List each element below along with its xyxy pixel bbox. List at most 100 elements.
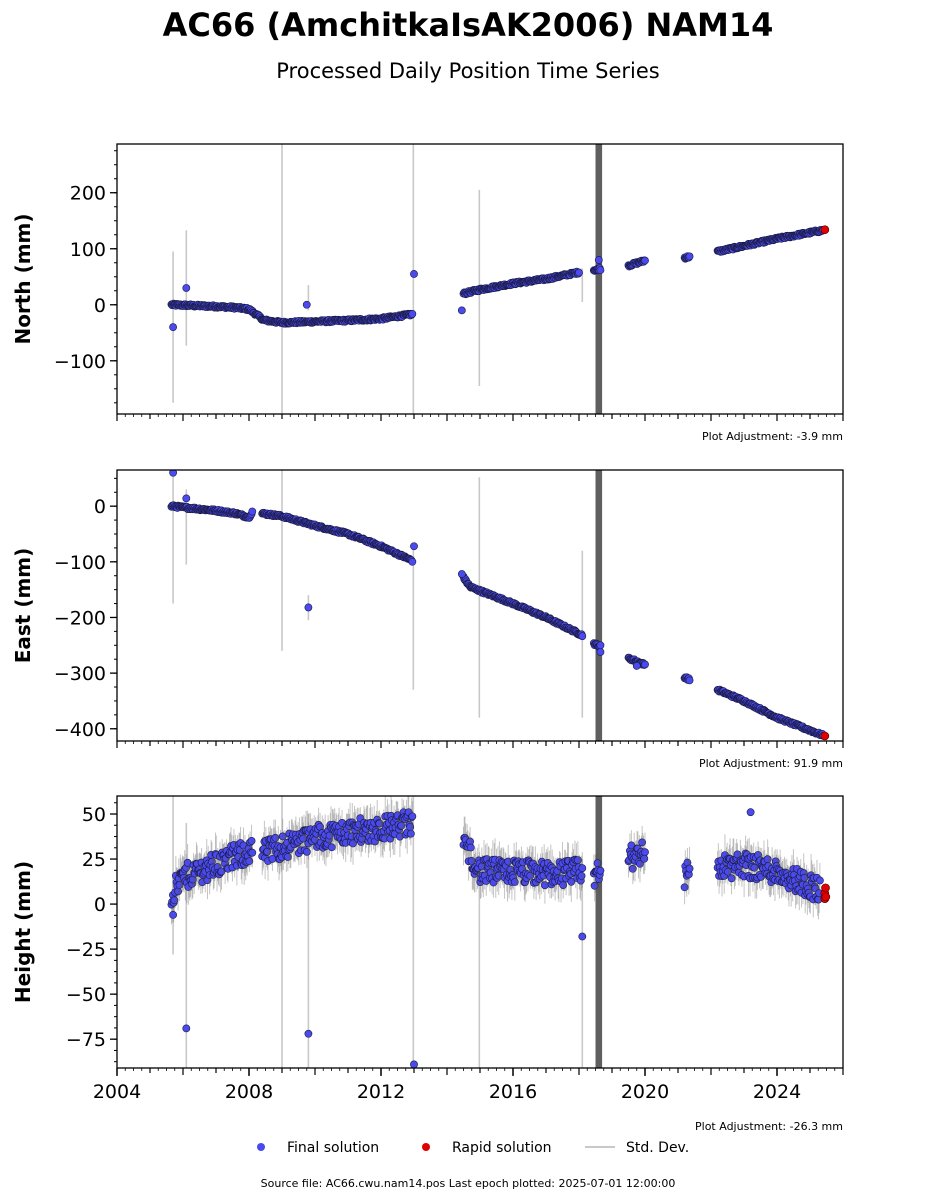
final-solution-point xyxy=(800,873,809,882)
final-solution-point xyxy=(182,284,191,292)
final-solution-point xyxy=(304,603,313,612)
final-solution-point xyxy=(457,570,466,578)
final-solution-point xyxy=(578,632,587,641)
x-tick-label: 2004 xyxy=(93,1081,141,1103)
y-tick-label: −25 xyxy=(66,939,106,961)
rapid-solution-point xyxy=(820,731,830,741)
legend-label: Std. Dev. xyxy=(626,1140,689,1156)
final-solution-point xyxy=(302,847,311,856)
final-solution-point xyxy=(182,494,191,503)
final-solution-point xyxy=(578,932,587,941)
y-tick-label: −200 xyxy=(54,607,106,629)
final-solution-point xyxy=(596,266,605,275)
y-tick-label: −75 xyxy=(66,1029,106,1051)
final-solution-point xyxy=(169,323,177,332)
final-solution-point xyxy=(596,866,605,875)
legend-label: Rapid solution xyxy=(452,1140,552,1156)
final-solution-point xyxy=(685,676,694,685)
x-tick-label: 2024 xyxy=(753,1081,801,1103)
y-axis-label: Height (mm) xyxy=(11,861,35,1003)
final-solution-point xyxy=(559,881,568,890)
std-dev-band xyxy=(595,796,603,1068)
final-solution-point xyxy=(325,831,334,840)
plot-adjustment-note: Plot Adjustment: 91.9 mm xyxy=(699,757,843,770)
final-solution-point xyxy=(596,641,605,650)
legend: Final solution Rapid solution Std. Dev. xyxy=(257,1140,689,1156)
final-solution-point xyxy=(641,848,649,857)
final-solution-point xyxy=(596,648,605,656)
final-solution-point xyxy=(248,507,257,516)
final-solution-point xyxy=(641,256,649,265)
final-solution-point xyxy=(567,877,576,886)
final-solution-point xyxy=(349,839,357,848)
final-solution-point xyxy=(327,843,336,852)
final-solution-point xyxy=(304,1029,313,1038)
final-solution-point xyxy=(278,832,287,841)
final-solution-point xyxy=(510,878,519,886)
y-tick-label: −300 xyxy=(54,663,106,685)
chart-panel-3: −75 −50 −25 0 25 50 2004 2008 2012 2016 2020 2024 He… xyxy=(11,795,844,1133)
final-solution-point xyxy=(245,857,254,866)
final-solution-point xyxy=(641,660,649,669)
final-solution-point xyxy=(169,910,177,919)
final-solution-point xyxy=(541,881,549,890)
final-solution-point xyxy=(628,864,637,873)
figure-subtitle: Processed Daily Position Time Series xyxy=(276,59,660,83)
y-axis-label: East (mm) xyxy=(11,548,35,664)
rapid-solution-point xyxy=(821,883,830,893)
source-footer: Source file: AC66.cwu.nam14.pos Last epo… xyxy=(261,1177,676,1190)
final-solution-point xyxy=(727,874,736,883)
final-solution-point xyxy=(408,557,417,566)
final-solution-point xyxy=(578,864,587,873)
chart-panels: −100 0 100 200 North (mm) Plot Adjustment: -3… xyxy=(11,143,844,1133)
final-solution-point xyxy=(247,837,256,845)
chart-panel-1: −100 0 100 200 North (mm) Plot Adjustment: -3… xyxy=(11,143,844,443)
final-solution-point xyxy=(750,863,759,872)
x-tick-label: 2012 xyxy=(357,1081,405,1103)
final-solution-point xyxy=(248,848,257,857)
y-tick-label: 0 xyxy=(94,295,106,317)
final-solution-point xyxy=(397,821,406,830)
final-solution-point xyxy=(636,859,644,868)
x-tick-label: 2020 xyxy=(621,1081,669,1103)
y-tick-label: −100 xyxy=(54,351,106,373)
rapid-solution-point xyxy=(820,225,830,235)
y-tick-label: −400 xyxy=(54,719,106,741)
final-solution-point xyxy=(816,876,824,885)
y-axis-label: North (mm) xyxy=(11,213,35,344)
y-tick-label: −100 xyxy=(54,552,106,574)
figure-title: AC66 (AmchitkaIsAK2006) NAM14 xyxy=(163,6,774,44)
final-solution-point xyxy=(302,300,311,309)
final-solution-point xyxy=(640,854,649,863)
final-solution-point xyxy=(408,309,417,318)
x-tick-label: 2016 xyxy=(489,1081,537,1103)
legend-label: Final solution xyxy=(287,1140,379,1156)
final-solution-point xyxy=(685,864,694,873)
final-solution-point xyxy=(594,256,603,264)
x-tick-label: 2008 xyxy=(225,1081,273,1103)
final-solution-point xyxy=(169,470,177,477)
rapid-solution-point xyxy=(821,892,831,902)
chart-panel-2: −400 −300 −200 −100 0 East (mm) Plot Adjustmen… xyxy=(11,469,844,770)
final-solution-point xyxy=(746,808,755,817)
rapid-solution-marker xyxy=(422,1143,430,1151)
final-solution-point xyxy=(408,812,417,821)
final-solution-point xyxy=(406,829,415,838)
final-solution-point xyxy=(410,270,418,278)
final-solution-point xyxy=(575,268,583,277)
y-tick-label: 25 xyxy=(82,849,106,871)
y-tick-label: 100 xyxy=(70,239,106,261)
final-solution-point xyxy=(577,871,586,880)
final-solution-point xyxy=(170,896,179,905)
legend-item: Std. Dev. xyxy=(585,1140,689,1156)
final-solution-point xyxy=(638,838,647,847)
plot-adjustment-note: Plot Adjustment: -3.9 mm xyxy=(702,430,843,443)
y-tick-label: −50 xyxy=(66,984,106,1006)
final-solution-point xyxy=(590,881,599,890)
plot-area xyxy=(167,470,830,741)
legend-item: Final solution xyxy=(257,1140,379,1156)
plot-area xyxy=(167,144,830,414)
final-solution-point xyxy=(410,542,418,551)
y-tick-label: 0 xyxy=(94,894,106,916)
